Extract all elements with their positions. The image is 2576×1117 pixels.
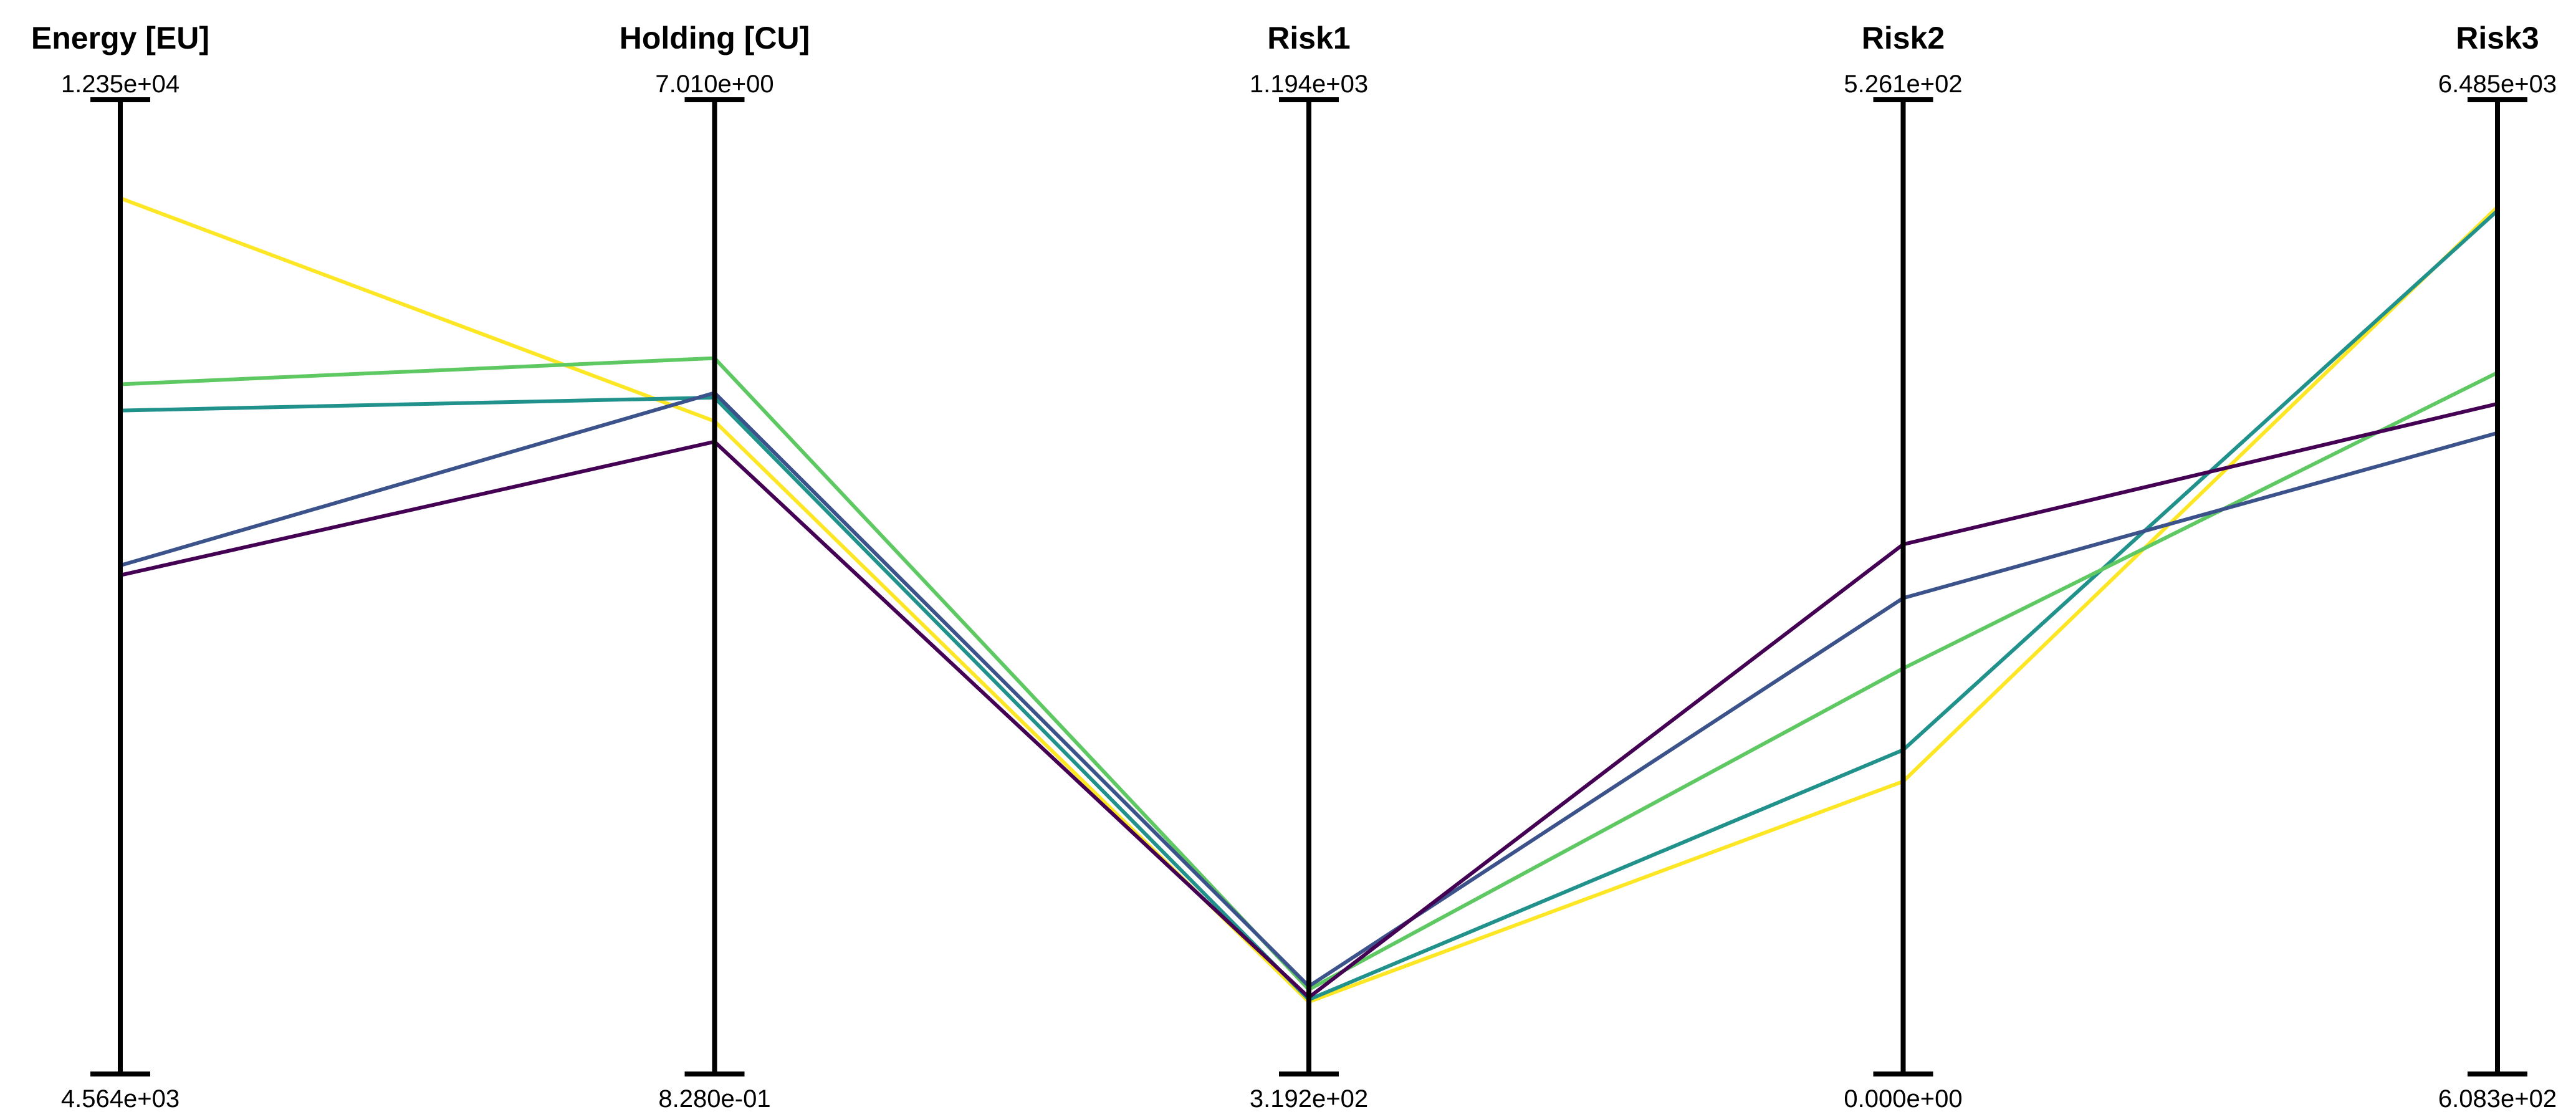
- axis-max-label: 1.194e+03: [1250, 70, 1368, 98]
- axis-max-label: 6.485e+03: [2438, 70, 2557, 98]
- axis-title: Risk1: [1267, 21, 1350, 55]
- axis-min-label: 4.564e+03: [61, 1085, 180, 1113]
- axis-risk2: Risk2 5.261e+02 0.000e+00: [1844, 21, 1962, 1113]
- axis-min-label: 8.280e-01: [658, 1085, 770, 1113]
- axis-risk3: Risk3 6.485e+03 6.083e+02: [2438, 21, 2557, 1113]
- axis-title: Risk3: [2456, 21, 2539, 55]
- axis-holding-cu: Holding [CU] 7.010e+00 8.280e-01: [620, 21, 810, 1113]
- axis-bottom-tick: [1873, 1071, 1933, 1076]
- axis-top-tick: [90, 97, 150, 102]
- axis-top-tick: [2468, 97, 2527, 102]
- axis-energy-eu: Energy [EU] 1.235e+04 4.564e+03: [31, 21, 209, 1113]
- axis-bottom-tick: [90, 1071, 150, 1076]
- axis-bottom-tick: [1279, 1071, 1339, 1076]
- axis-bottom-tick: [2468, 1071, 2527, 1076]
- axis-max-label: 1.235e+04: [61, 70, 180, 98]
- axis-bottom-tick: [684, 1071, 745, 1076]
- axis-risk1: Risk1 1.194e+03 3.192e+02: [1250, 21, 1368, 1113]
- axis-min-label: 0.000e+00: [1844, 1085, 1962, 1113]
- axis-top-tick: [1873, 97, 1933, 102]
- axis-max-label: 7.010e+00: [655, 70, 773, 98]
- axis-top-tick: [684, 97, 745, 102]
- axis-max-label: 5.261e+02: [1844, 70, 1962, 98]
- axis-min-label: 3.192e+02: [1250, 1085, 1368, 1113]
- axis-top-tick: [1279, 97, 1339, 102]
- axis-title: Holding [CU]: [620, 21, 810, 55]
- axis-title: Energy [EU]: [31, 21, 209, 55]
- axis-title: Risk2: [1862, 21, 1945, 55]
- axis-min-label: 6.083e+02: [2438, 1085, 2557, 1113]
